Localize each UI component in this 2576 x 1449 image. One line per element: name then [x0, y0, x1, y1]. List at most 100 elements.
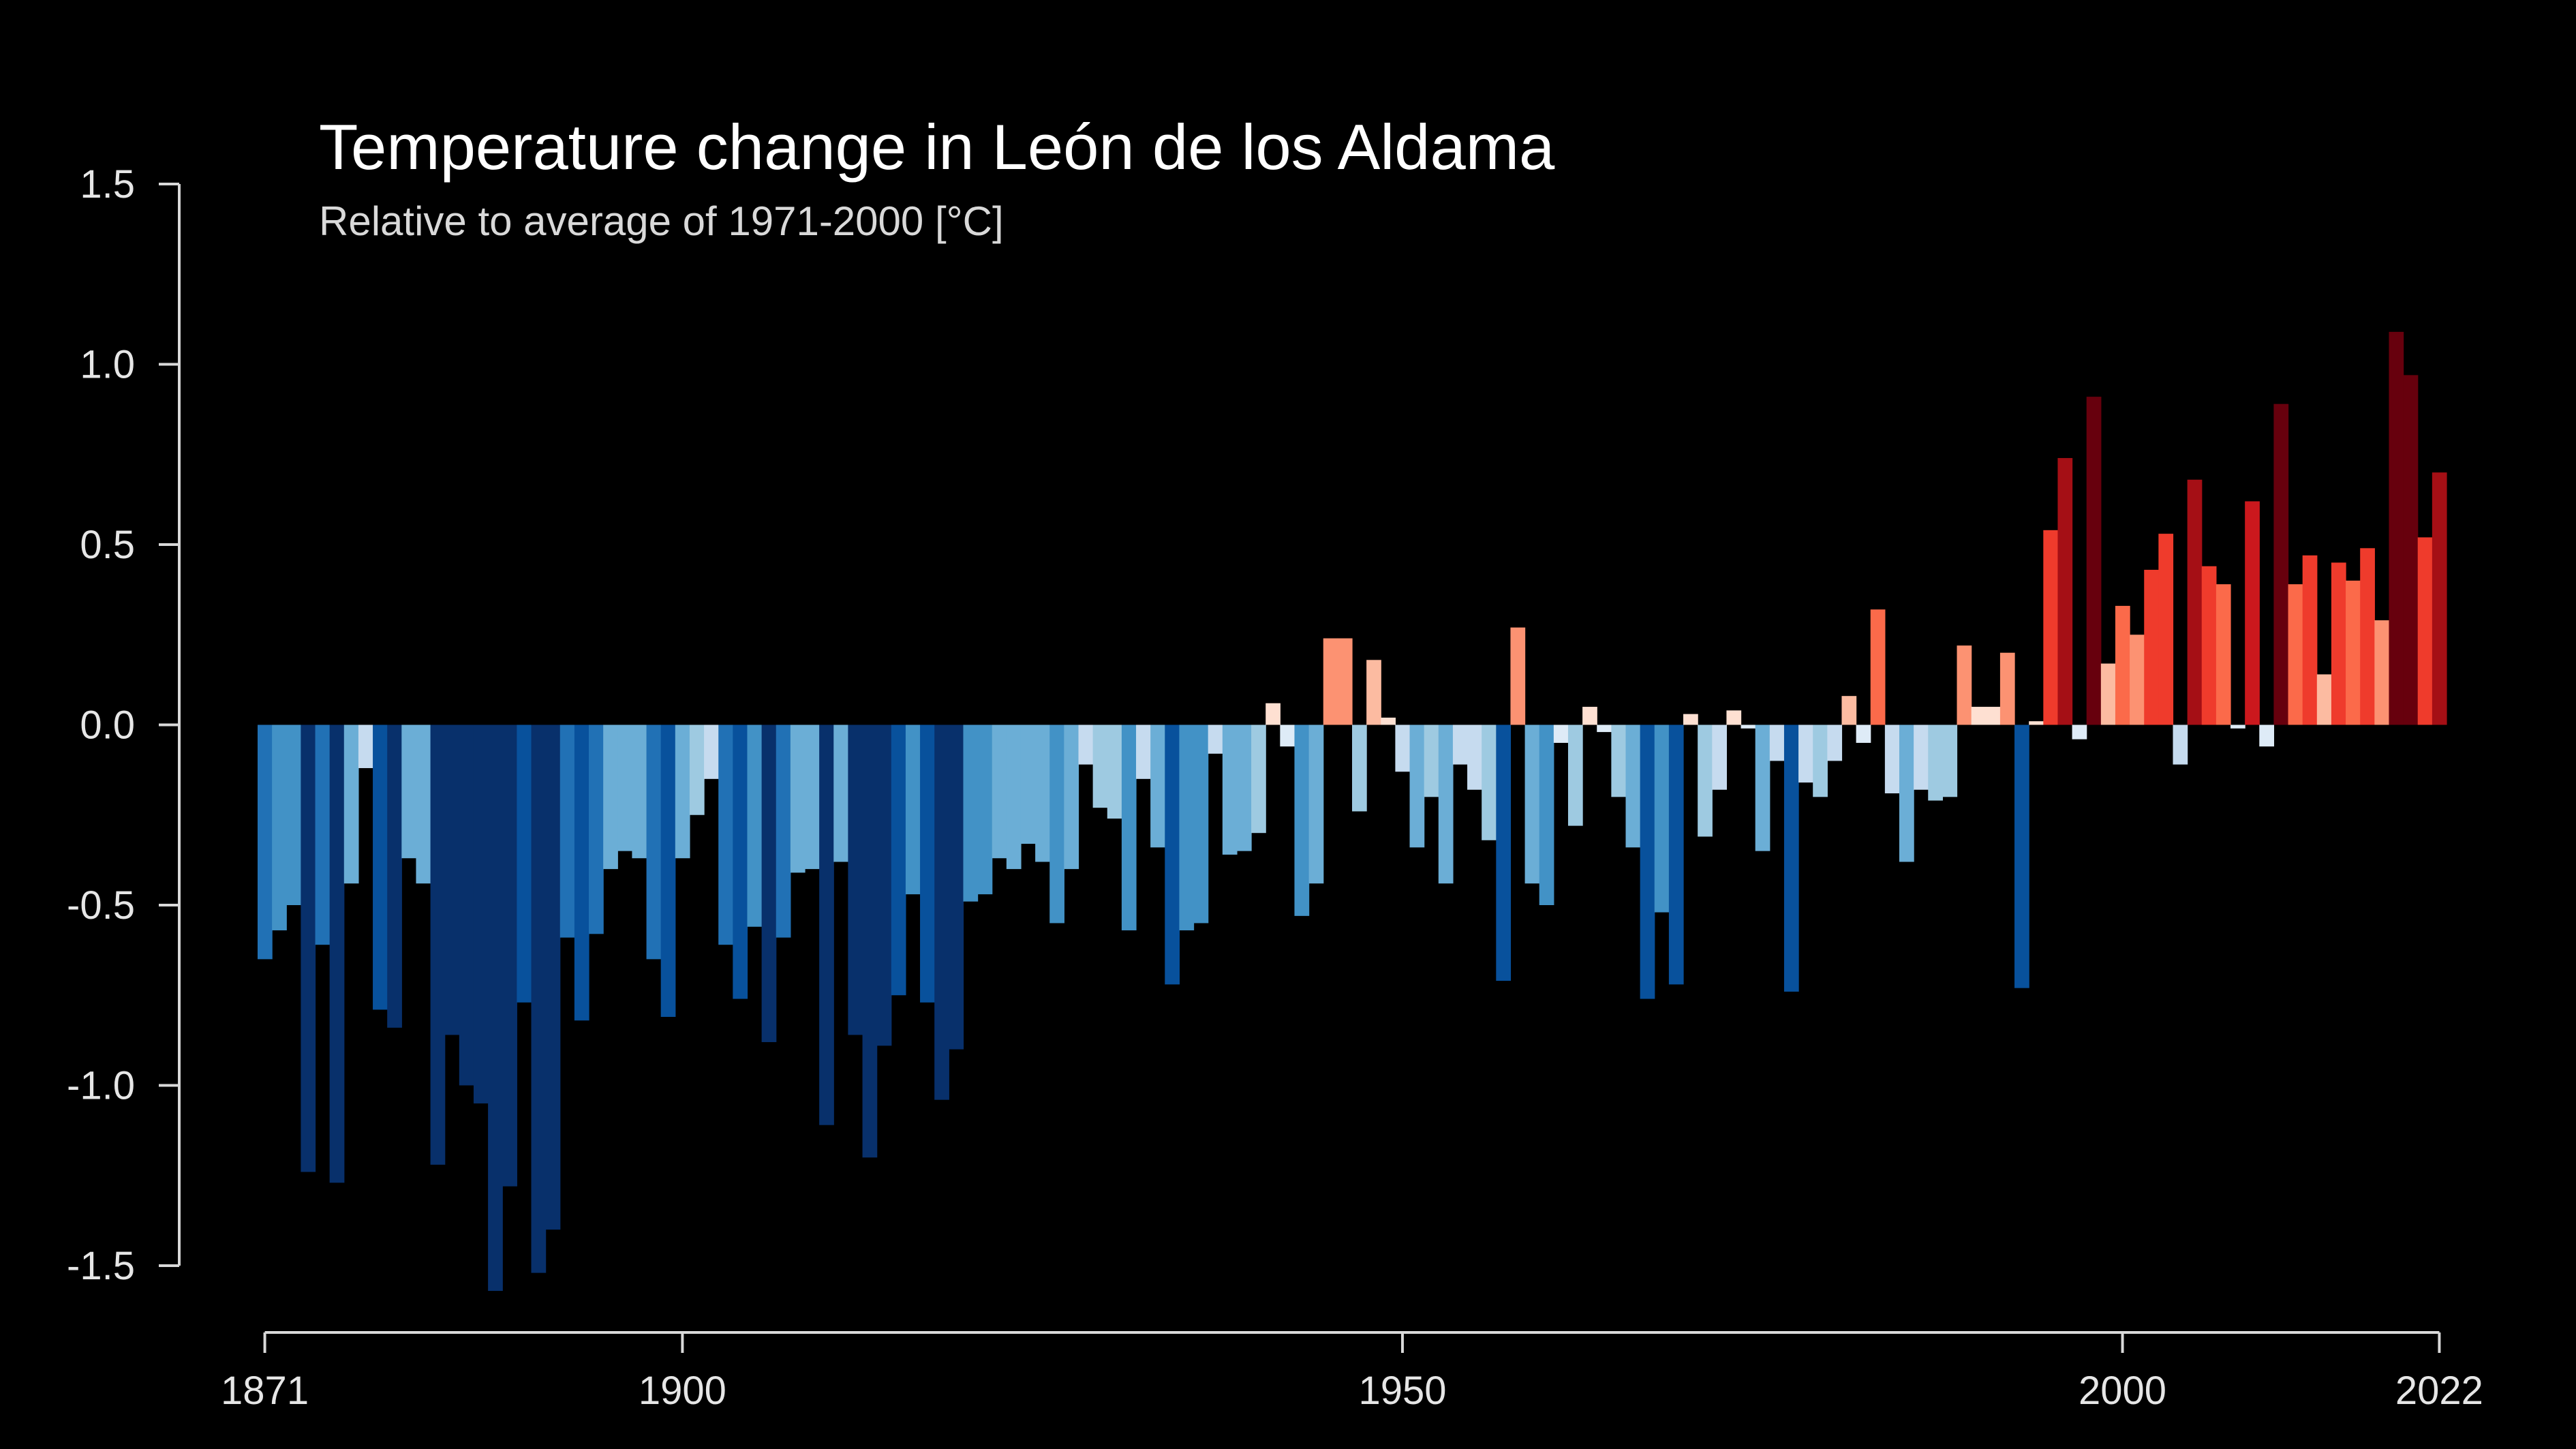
y-tick-label: 1.5 — [80, 162, 135, 207]
bar-1932 — [1136, 724, 1151, 779]
bar-1937 — [1208, 724, 1223, 754]
bar-1947 — [1352, 724, 1367, 812]
bar-1944 — [1308, 724, 1324, 884]
y-tick-label: -1.0 — [67, 1064, 135, 1108]
y-tick-label: -1.5 — [67, 1244, 135, 1288]
bar-1980 — [1827, 724, 1843, 761]
bar-1936 — [1193, 724, 1209, 924]
bar-1979 — [1813, 724, 1828, 797]
bar-1964 — [1597, 724, 1612, 733]
bar-1948 — [1366, 660, 1381, 725]
bar-1890 — [531, 724, 547, 1273]
bar-2022 — [2432, 472, 2447, 725]
bar-1905 — [747, 724, 763, 927]
bar-1927 — [1064, 724, 1079, 870]
bar-1950 — [1395, 724, 1411, 772]
bar-1952 — [1424, 724, 1439, 797]
bar-1878 — [358, 724, 373, 768]
bar-1982 — [1856, 724, 1871, 743]
bar-2009 — [2245, 501, 2260, 725]
bar-1949 — [1381, 717, 1396, 725]
bar-2014 — [2316, 674, 2332, 725]
bar-1871 — [258, 724, 273, 960]
bar-2011 — [2273, 403, 2289, 725]
bar-2004 — [2173, 724, 2188, 765]
bar-1910 — [819, 724, 834, 1125]
bar-1998 — [2086, 397, 2102, 725]
bar-2015 — [2331, 562, 2346, 725]
bar-1988 — [1942, 724, 1958, 797]
bar-1943 — [1294, 724, 1310, 916]
bar-1898 — [646, 724, 662, 960]
bar-1899 — [660, 724, 676, 1017]
bar-1940 — [1251, 724, 1266, 834]
bar-2006 — [2201, 566, 2217, 725]
bar-1962 — [1567, 724, 1583, 826]
bar-2020 — [2403, 375, 2419, 725]
y-tick-label: 0.0 — [80, 703, 135, 748]
bar-1876 — [329, 724, 345, 1183]
bar-1894 — [589, 724, 604, 934]
bar-1933 — [1150, 724, 1165, 848]
bar-1881 — [401, 724, 417, 859]
bar-2019 — [2389, 331, 2404, 725]
bar-1975 — [1755, 724, 1770, 851]
bar-2003 — [2158, 534, 2174, 725]
bar-1997 — [2072, 724, 2087, 739]
bar-1872 — [272, 724, 287, 931]
bar-1913 — [862, 724, 878, 1158]
bar-1981 — [1841, 696, 1857, 725]
y-tick-label: 1.0 — [80, 343, 135, 387]
bar-1938 — [1222, 724, 1238, 855]
bar-1986 — [1914, 724, 1929, 790]
bar-1916 — [905, 724, 921, 895]
bar-1887 — [488, 724, 503, 1292]
bar-1922 — [992, 724, 1007, 859]
bar-2007 — [2215, 584, 2231, 725]
bar-1959 — [1524, 724, 1540, 884]
bar-2001 — [2130, 635, 2145, 725]
bar-1969 — [1668, 724, 1684, 985]
bar-2017 — [2360, 548, 2375, 725]
bar-1893 — [574, 724, 589, 1021]
bar-1934 — [1165, 724, 1180, 985]
bar-1900 — [675, 724, 690, 859]
bar-1973 — [1726, 710, 1742, 725]
bar-1968 — [1654, 724, 1670, 913]
bar-2016 — [2346, 580, 2361, 725]
x-tick-label: 1871 — [221, 1369, 309, 1413]
bar-1977 — [1783, 724, 1799, 992]
bar-1924 — [1020, 724, 1036, 844]
bar-1941 — [1266, 703, 1281, 725]
bar-1885 — [459, 724, 474, 1086]
bar-1884 — [444, 724, 460, 1035]
bar-1911 — [833, 724, 848, 862]
x-tick-label: 1950 — [1358, 1369, 1446, 1413]
bar-1956 — [1482, 724, 1497, 840]
x-axis: 1871 1900 1950 2000 2022 — [221, 1331, 2483, 1413]
bar-1923 — [1006, 724, 1022, 870]
bar-1907 — [776, 724, 791, 938]
bar-1925 — [1035, 724, 1050, 862]
bar-1920 — [963, 724, 979, 902]
chart-title: Temperature change in León de los Aldama — [319, 111, 1555, 183]
bar-1970 — [1683, 714, 1698, 725]
bars-layer — [258, 331, 2447, 1292]
bar-1873 — [286, 724, 301, 905]
bar-1914 — [876, 724, 892, 1046]
bar-1963 — [1582, 707, 1597, 725]
bar-2000 — [2115, 605, 2130, 725]
bar-1987 — [1928, 724, 1943, 801]
bar-1915 — [891, 724, 906, 996]
bar-1883 — [430, 724, 446, 1165]
bar-2002 — [2144, 570, 2159, 725]
bar-1917 — [920, 724, 935, 1003]
bar-1906 — [761, 724, 777, 1043]
y-tick-label: 0.5 — [80, 523, 135, 567]
bar-1954 — [1452, 724, 1468, 765]
bar-1930 — [1107, 724, 1122, 819]
bar-1891 — [545, 724, 561, 1230]
bar-1960 — [1539, 724, 1554, 905]
bar-1953 — [1438, 724, 1454, 884]
